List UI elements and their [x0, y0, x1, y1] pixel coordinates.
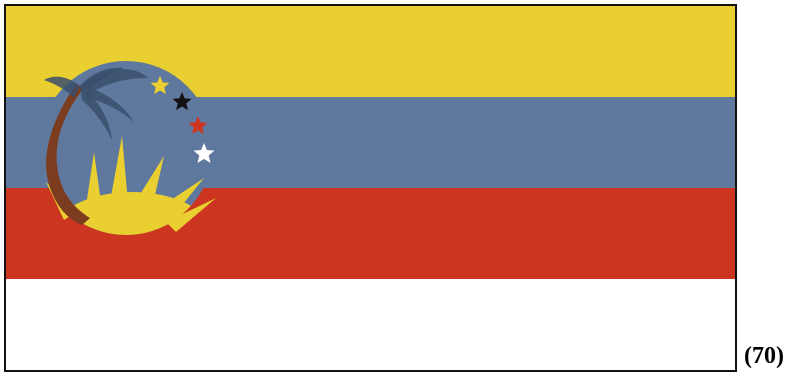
palm-tree-icon [44, 67, 148, 225]
emblem-disc [39, 61, 213, 235]
flag-svg [6, 6, 735, 370]
stars [150, 76, 215, 163]
figure-caption: (70) [744, 343, 784, 369]
flag-image [4, 4, 737, 372]
stripe-white [6, 279, 735, 370]
palm-trunk [46, 84, 90, 225]
star-icon [150, 76, 170, 95]
palm-fronds [44, 67, 148, 140]
star-icon [193, 143, 215, 163]
star-icon [188, 116, 208, 135]
emblem [39, 61, 216, 235]
sun-icon [54, 192, 210, 235]
star-icon [172, 92, 192, 111]
